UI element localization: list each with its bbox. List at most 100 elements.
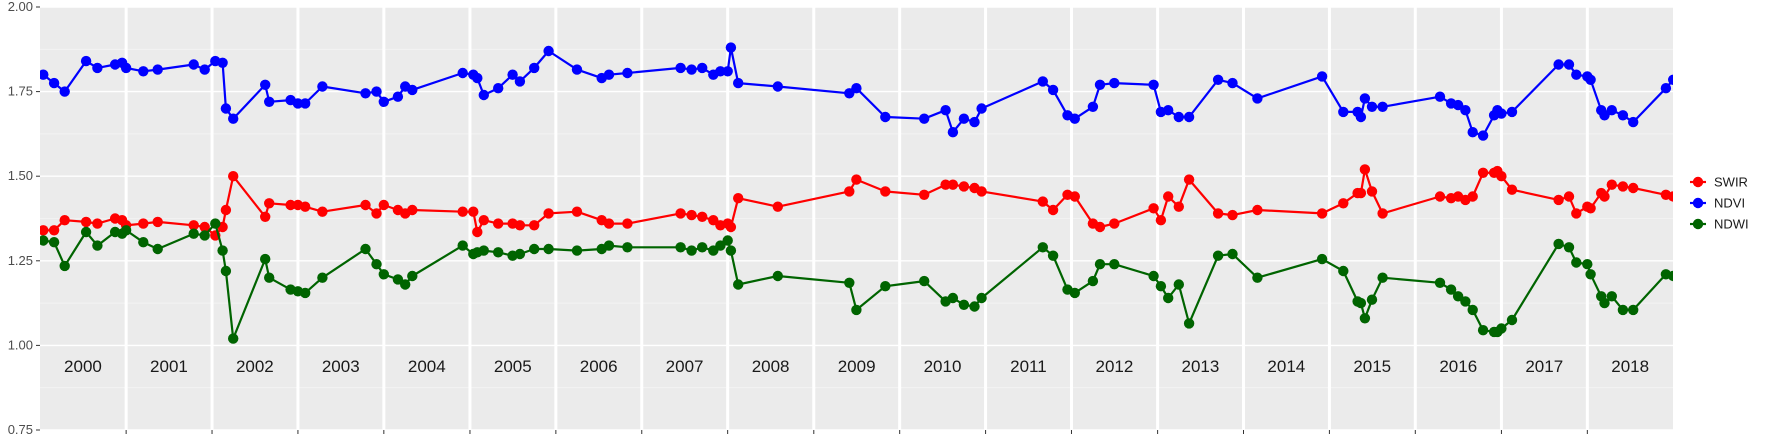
ndvi-point <box>969 116 980 128</box>
ndwi-point <box>947 292 959 304</box>
ndvi-point <box>715 66 726 77</box>
ndwi-point <box>210 218 221 229</box>
ndvi-point <box>1047 84 1059 96</box>
ndwi-point <box>1109 259 1120 270</box>
ndvi-point <box>722 66 733 77</box>
ndwi-point <box>40 235 49 246</box>
year-label: 2002 <box>236 357 274 376</box>
ndvi-point <box>1252 93 1263 104</box>
ndwi-point <box>1163 292 1174 304</box>
swir-point <box>220 204 232 216</box>
ndvi-point <box>1668 74 1673 85</box>
swir-point <box>152 216 163 228</box>
ndvi-point <box>1585 74 1596 86</box>
ndvi-point <box>1094 79 1106 91</box>
swir-point <box>80 216 92 228</box>
ndvi-point <box>940 105 951 116</box>
year-label: 2015 <box>1353 357 1391 376</box>
legend-label: NDWI <box>1714 217 1749 232</box>
ndvi-point <box>92 62 103 74</box>
ndvi-point <box>1628 116 1639 128</box>
ndvi-point <box>80 55 92 67</box>
ndvi-point <box>543 45 554 57</box>
ndvi-point <box>188 59 199 70</box>
swir-point <box>1668 191 1673 202</box>
ndvi-point <box>1163 105 1174 116</box>
ndwi-point <box>392 274 404 285</box>
ndvi-point <box>1675 81 1685 91</box>
ndwi-point <box>1582 259 1593 270</box>
ndvi-point <box>1148 79 1159 91</box>
swir-point <box>59 215 70 226</box>
ndwi-point <box>478 245 489 256</box>
swir-point <box>1377 208 1388 219</box>
swir-point <box>1163 191 1174 202</box>
ndvi-point <box>1617 110 1629 121</box>
swir-point <box>1599 191 1610 202</box>
ndvi-point <box>1553 59 1564 70</box>
ndwi-point <box>260 253 271 265</box>
ndwi-point <box>1227 248 1238 260</box>
ndwi-point <box>1316 253 1328 265</box>
swir-point <box>1355 187 1367 199</box>
ndwi-point <box>1359 313 1371 324</box>
year-label: 2003 <box>322 357 360 376</box>
ndwi-point <box>1714 286 1724 296</box>
ndvi-point <box>1338 106 1349 118</box>
ndwi-point <box>92 240 103 251</box>
ndwi-point <box>1599 297 1610 309</box>
ndvi-point <box>1355 111 1367 123</box>
ndwi-point <box>1477 325 1489 336</box>
ndvi-point <box>1173 111 1185 123</box>
swir-point <box>686 209 697 221</box>
y-tick-label: 0.75 <box>8 422 33 437</box>
ndwi-point <box>1148 270 1159 282</box>
year-label: 2010 <box>924 357 962 376</box>
ndvi-point <box>1467 127 1478 138</box>
swir-point <box>138 218 149 229</box>
legend: SWIR NDVI NDWI <box>1690 175 1749 232</box>
swir-point <box>199 221 210 233</box>
year-label: 2000 <box>64 357 102 376</box>
legend-item-ndwi: NDWI <box>1690 217 1749 232</box>
ndwi-point <box>1585 269 1596 280</box>
ndvi-point <box>1316 71 1328 82</box>
swir-point <box>725 221 737 233</box>
ndwi-point <box>264 272 275 283</box>
ndwi-point <box>686 245 697 256</box>
ndvi-point <box>725 42 737 53</box>
ndvi-point <box>1736 122 1746 132</box>
ndwi-point <box>407 270 418 282</box>
ndwi-point <box>844 277 855 288</box>
swir-point <box>844 186 855 197</box>
ndwi-point <box>138 237 149 248</box>
swir-point <box>1109 218 1120 229</box>
swir-point <box>1628 182 1639 194</box>
ndvi-point <box>1707 115 1717 125</box>
ndwi-point <box>1155 281 1167 292</box>
ndwi-point <box>1617 304 1629 316</box>
swir-point <box>1506 184 1518 195</box>
ndwi-point <box>976 292 987 304</box>
swir-point <box>300 201 311 212</box>
swir-point <box>1148 203 1159 214</box>
ndwi-point <box>722 235 733 246</box>
swir-point <box>1069 191 1081 202</box>
ndvi-point <box>571 64 583 75</box>
ndvi-point <box>733 77 744 89</box>
ndvi-point <box>48 77 60 89</box>
ndvi-point <box>228 113 239 124</box>
ndwi-point <box>188 228 199 239</box>
ndwi-point <box>1069 287 1081 299</box>
year-label: 2013 <box>1182 357 1220 376</box>
ndwi-point <box>1563 242 1575 253</box>
swir-point <box>1675 193 1685 203</box>
legend-label: NDVI <box>1714 196 1745 211</box>
swir-point <box>40 225 49 236</box>
ndvi-point <box>1477 130 1489 141</box>
ndwi-point <box>725 245 737 256</box>
ndvi-point <box>1599 110 1610 121</box>
ndwi-point <box>217 245 228 256</box>
ndwi-point <box>493 247 504 258</box>
